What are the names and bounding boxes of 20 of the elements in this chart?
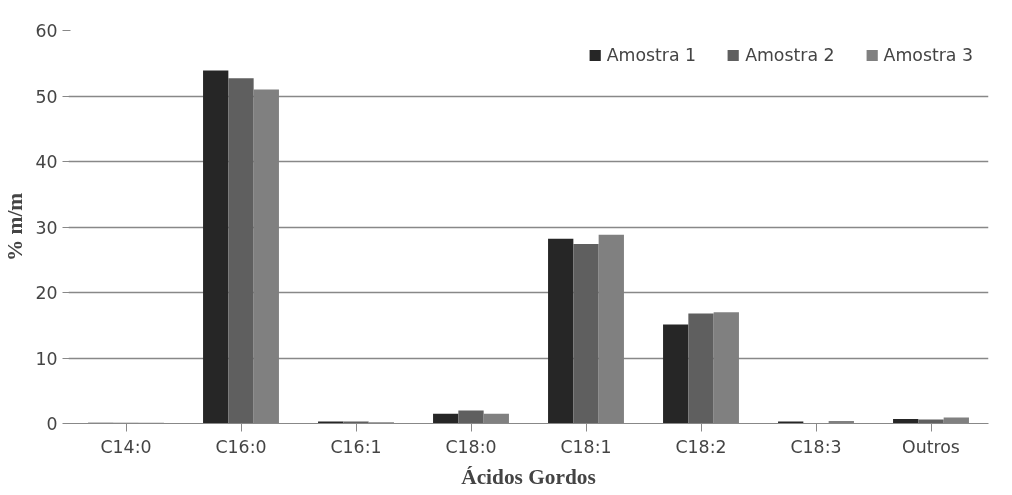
x-tick-label: C18:1	[560, 436, 612, 457]
x-tick-label: C18:3	[790, 436, 842, 457]
y-axis-title: % m/m	[3, 192, 28, 262]
x-tick-label: C16:1	[330, 436, 382, 457]
y-tick-label: 40	[35, 152, 58, 172]
x-tick-label: Outros	[902, 436, 960, 457]
legend-label: Amostra 2	[745, 45, 835, 65]
y-tick-label: 10	[35, 348, 58, 369]
x-tick-label: C16:0	[215, 436, 267, 457]
y-tick-label: 50	[35, 86, 58, 107]
x-tick-label: C18:2	[675, 436, 727, 457]
y-tick-label: 20	[35, 283, 58, 303]
y-tick-label: 60	[35, 21, 58, 41]
legend-label: Amostra 1	[606, 45, 697, 65]
x-tick-label: C14:0	[100, 436, 152, 457]
x-axis-title: Ácidos Gordos	[461, 464, 596, 489]
y-tick-label: 30	[35, 217, 58, 238]
y-tick-label: 0	[46, 414, 58, 434]
x-tick-label: C18:0	[445, 436, 497, 457]
legend-label: Amostra 3	[883, 45, 973, 65]
